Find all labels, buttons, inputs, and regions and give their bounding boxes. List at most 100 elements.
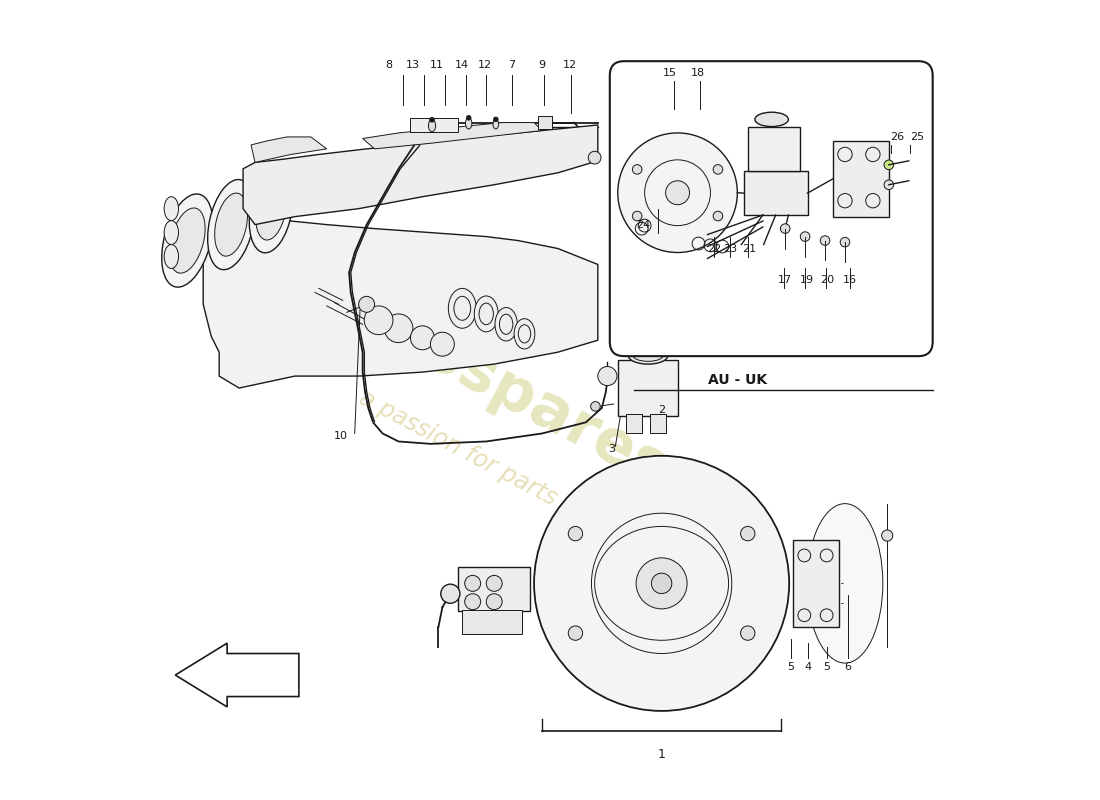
- Text: 19: 19: [800, 275, 814, 286]
- Circle shape: [384, 314, 412, 342]
- Bar: [459, 567, 530, 611]
- Bar: [650, 414, 666, 434]
- Circle shape: [666, 181, 690, 205]
- Circle shape: [713, 165, 723, 174]
- Bar: [538, 116, 552, 129]
- Text: 17: 17: [778, 275, 792, 286]
- Circle shape: [821, 236, 829, 246]
- Bar: [793, 539, 839, 627]
- Polygon shape: [363, 122, 542, 149]
- Circle shape: [410, 326, 435, 350]
- Text: a passion for parts since 1983: a passion for parts since 1983: [355, 386, 681, 574]
- Circle shape: [466, 115, 471, 120]
- Ellipse shape: [493, 119, 498, 129]
- Text: 21: 21: [742, 243, 757, 254]
- Text: 3: 3: [608, 445, 615, 454]
- Ellipse shape: [755, 112, 789, 126]
- Text: 18: 18: [691, 68, 704, 78]
- Polygon shape: [175, 643, 299, 707]
- Ellipse shape: [162, 194, 212, 287]
- FancyBboxPatch shape: [609, 61, 933, 356]
- Bar: [744, 171, 807, 215]
- Circle shape: [430, 332, 454, 356]
- Circle shape: [881, 530, 893, 541]
- Text: 5: 5: [823, 662, 830, 672]
- Text: 20: 20: [821, 275, 835, 286]
- Circle shape: [636, 558, 688, 609]
- Text: 6: 6: [845, 662, 851, 672]
- Text: 9: 9: [539, 60, 546, 70]
- Ellipse shape: [164, 197, 178, 221]
- Circle shape: [569, 526, 583, 541]
- Circle shape: [597, 366, 617, 386]
- Ellipse shape: [169, 208, 205, 273]
- Bar: [833, 141, 889, 217]
- Polygon shape: [243, 125, 597, 225]
- Circle shape: [486, 594, 503, 610]
- Circle shape: [651, 573, 672, 594]
- Ellipse shape: [807, 504, 883, 663]
- Ellipse shape: [214, 193, 248, 256]
- Bar: [748, 127, 800, 171]
- Polygon shape: [204, 213, 597, 388]
- Ellipse shape: [465, 118, 472, 129]
- Bar: [410, 118, 459, 132]
- Circle shape: [713, 211, 723, 221]
- Text: 25: 25: [910, 132, 924, 142]
- Circle shape: [591, 402, 601, 411]
- Ellipse shape: [628, 346, 668, 364]
- Circle shape: [569, 626, 583, 640]
- Circle shape: [588, 151, 601, 164]
- Text: 8: 8: [385, 60, 393, 70]
- Ellipse shape: [164, 245, 178, 269]
- Circle shape: [486, 575, 503, 591]
- Circle shape: [740, 526, 755, 541]
- Circle shape: [430, 118, 434, 122]
- Text: 10: 10: [334, 431, 348, 441]
- Circle shape: [359, 296, 375, 312]
- Bar: [462, 610, 522, 634]
- Text: 13: 13: [406, 60, 420, 70]
- Circle shape: [464, 594, 481, 610]
- Text: 4: 4: [805, 662, 812, 672]
- Circle shape: [632, 165, 642, 174]
- Circle shape: [801, 232, 810, 242]
- Text: 11: 11: [430, 60, 443, 70]
- Ellipse shape: [495, 307, 517, 341]
- Circle shape: [618, 133, 737, 253]
- Text: 16: 16: [843, 275, 857, 286]
- Text: 1: 1: [658, 748, 666, 762]
- Text: 26: 26: [890, 132, 904, 142]
- Text: 24: 24: [636, 220, 650, 230]
- Bar: [626, 414, 641, 434]
- Text: 12: 12: [563, 60, 578, 70]
- Text: 2: 2: [658, 405, 666, 414]
- Ellipse shape: [164, 221, 178, 245]
- Text: 22: 22: [707, 243, 722, 254]
- Ellipse shape: [428, 120, 436, 132]
- Text: AU - UK: AU - UK: [707, 373, 767, 387]
- Text: eurospares: eurospares: [310, 267, 679, 501]
- Text: 12: 12: [477, 60, 492, 70]
- Circle shape: [494, 117, 498, 122]
- Circle shape: [884, 160, 893, 170]
- Text: 7: 7: [508, 60, 515, 70]
- Ellipse shape: [250, 168, 293, 253]
- Text: 14: 14: [455, 60, 470, 70]
- Text: 15: 15: [662, 68, 676, 78]
- Polygon shape: [251, 137, 327, 162]
- Circle shape: [441, 584, 460, 603]
- Ellipse shape: [514, 318, 535, 349]
- Bar: [618, 360, 678, 416]
- Ellipse shape: [256, 181, 286, 240]
- Ellipse shape: [449, 288, 476, 328]
- Circle shape: [840, 238, 850, 247]
- Text: 5: 5: [788, 662, 794, 672]
- Circle shape: [364, 306, 393, 334]
- Circle shape: [535, 456, 789, 711]
- Ellipse shape: [208, 179, 254, 270]
- Circle shape: [740, 626, 755, 640]
- Circle shape: [632, 211, 642, 221]
- Circle shape: [464, 575, 481, 591]
- Ellipse shape: [474, 296, 498, 332]
